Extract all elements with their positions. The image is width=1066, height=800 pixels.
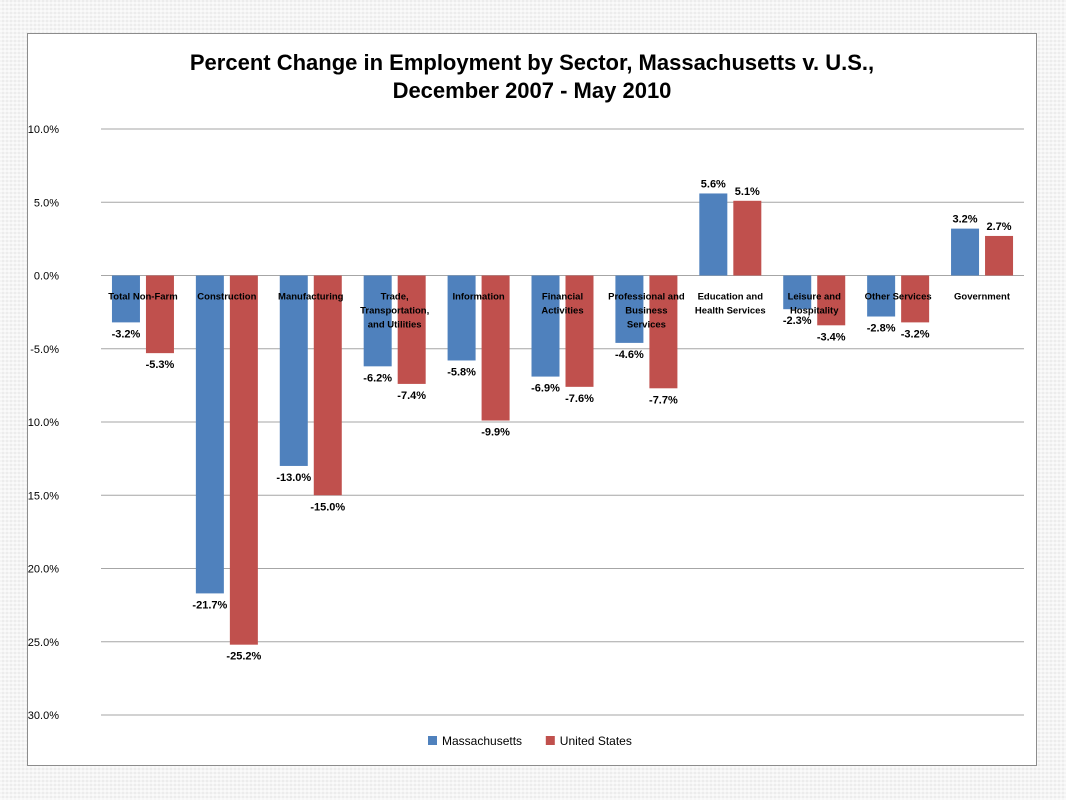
y-tick-label: -5.0% [30,344,59,356]
category-label-line: Services [627,320,666,331]
category-label-line: Education and [698,292,764,303]
data-label: 5.1% [735,186,760,198]
data-label: -6.9% [531,383,560,395]
y-tick-label: 10.0% [28,124,59,136]
bar-united-states [985,235,1014,276]
category-label: Government [954,292,1011,303]
legend: Massachusetts United States [428,734,632,748]
chart-title: Percent Change in Employment by Sector, … [190,50,874,103]
bars [111,193,1014,645]
data-label: -7.7% [649,394,678,406]
data-label: -2.8% [867,323,896,335]
data-label: -4.6% [615,349,644,361]
data-labels: -3.2% -21.7% -13.0% -6.2% -5.8% -6.9% -4.6% 5.6… [112,178,1012,662]
category-label: Financial Activities [541,292,583,317]
category-label-line: Activities [541,306,583,317]
category-label-line: Construction [197,292,256,303]
category-label: Education and Health Services [695,292,766,317]
data-label: -6.2% [363,372,392,384]
category-label: Total Non-Farm [108,292,178,303]
bar-united-states [145,275,174,354]
data-label: -9.9% [481,427,510,439]
bar-united-states [565,275,594,387]
category-label-line: Financial [542,292,583,303]
bar-massachusetts [195,275,224,594]
category-labels: Total Non-Farm Construction Manufacturing T… [108,292,1011,331]
legend-swatch-united-states [545,736,555,745]
bar-massachusetts [867,275,896,317]
bar-united-states [313,275,342,496]
category-label-line: Professional and [608,292,685,303]
bar-massachusetts [363,275,392,367]
category-label-line: Transportation, [360,306,429,317]
chart-title-line-1: Percent Change in Employment by Sector, … [190,50,874,75]
category-label-line: Information [452,292,504,303]
chart-title-line-2: December 2007 - May 2010 [393,78,672,103]
data-label: -3.2% [901,328,930,340]
data-label: -3.4% [817,331,846,343]
bar-united-states [397,275,426,384]
category-label-line: Trade, [381,292,409,303]
employment-bar-chart: Percent Change in Employment by Sector, … [28,50,1024,748]
data-label: -5.3% [146,359,175,371]
data-label: -7.4% [397,390,426,402]
data-label: 5.6% [701,178,726,190]
category-label-line: Hospitality [790,306,839,317]
category-label-line: and Utilities [368,320,422,331]
data-label: -2.3% [783,315,812,327]
category-label-line: Manufacturing [278,292,344,303]
bar-united-states [229,275,258,645]
y-tick-label: -25.0% [28,637,59,649]
category-label: Professional and Business Services [608,292,685,331]
category-label-line: Other Services [865,292,932,303]
bar-massachusetts [447,275,476,361]
data-label: -15.0% [310,501,345,513]
category-label-line: Leisure and [788,292,842,303]
category-label-line: Business [625,306,667,317]
data-label: -21.7% [192,599,227,611]
bar-massachusetts [783,275,812,310]
data-label: -25.2% [226,651,261,663]
y-tick-label: -20.0% [28,564,59,576]
bar-massachusetts [615,275,644,343]
bar-massachusetts [111,275,140,323]
y-tick-label: -10.0% [28,417,59,429]
data-label: 2.7% [987,221,1012,233]
data-label: -7.6% [565,393,594,405]
legend-label: United States [560,734,632,748]
y-tick-label: 0.0% [34,271,59,283]
legend-swatch-massachusetts [428,736,437,745]
bar-massachusetts [531,275,560,377]
bar-united-states [901,275,930,323]
data-label: -13.0% [276,472,311,484]
bar-united-states [733,200,762,276]
bar-massachusetts [279,275,308,466]
y-tick-label: -30.0% [28,710,59,722]
data-label: -3.2% [112,328,141,340]
bar-united-states [817,275,846,326]
bar-massachusetts [951,228,980,276]
category-label: Information [452,292,504,303]
category-label: Leisure and Hospitality [788,292,842,317]
bar-united-states [649,275,678,389]
y-tick-label: 5.0% [34,197,59,209]
category-label: Other Services [865,292,932,303]
data-label: -5.8% [447,366,476,378]
category-label-line: Health Services [695,306,766,317]
category-label: Trade, Transportation, and Utilities [360,292,429,331]
data-label: 3.2% [953,214,978,226]
bar-united-states [481,275,510,421]
y-tick-label: -15.0% [28,490,59,502]
bar-massachusetts [699,193,728,276]
chart-frame: Percent Change in Employment by Sector, … [27,33,1037,766]
category-label: Manufacturing [278,292,344,303]
category-label-line: Total Non-Farm [108,292,178,303]
legend-label: Massachusetts [442,734,522,748]
y-axis-ticks: 10.0% 5.0% 0.0% -5.0% -10.0% -15.0% -20.0% -25.… [28,124,59,722]
category-label-line: Government [954,292,1011,303]
category-label: Construction [197,292,256,303]
